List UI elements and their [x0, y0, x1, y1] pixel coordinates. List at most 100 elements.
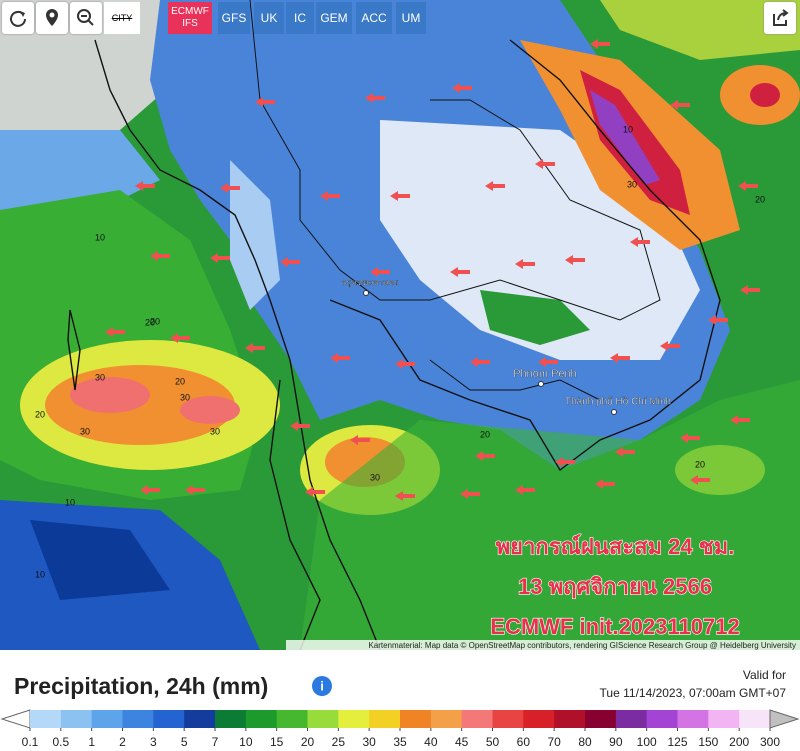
map-labels: กรุงเทพมหานคร Phnom Penh Thành phố Hồ Chí … — [35, 124, 765, 639]
wind-arrow — [395, 491, 415, 501]
wind-arrow — [738, 181, 758, 191]
model-button[interactable]: GFS — [218, 2, 250, 34]
location-button[interactable] — [36, 2, 68, 34]
contour-label: 30 — [180, 392, 190, 402]
city-toggle[interactable]: CITY — [104, 2, 140, 34]
scale-tick-label: 80 — [578, 735, 592, 749]
scale-segment — [184, 710, 216, 728]
scale-segment — [60, 710, 93, 728]
contour-label: 30 — [370, 472, 380, 482]
model-button[interactable]: ACC — [356, 2, 392, 34]
wind-arrow — [595, 479, 615, 489]
scale-tick-label: 2 — [119, 735, 126, 749]
contour-label: 20 — [145, 317, 155, 327]
scale-tick-label: 300 — [760, 735, 780, 749]
scale-segment — [554, 710, 586, 728]
scale-tick-label: 35 — [393, 735, 407, 749]
model-button[interactable]: ECMWF IFS — [168, 2, 212, 34]
zoom-button[interactable] — [70, 2, 102, 34]
contour-label: 20 — [480, 429, 490, 439]
wind-arrow — [565, 255, 585, 265]
contour-label: 10 — [35, 569, 45, 579]
place-dot — [611, 409, 617, 415]
contour-label: 30 — [210, 426, 220, 436]
contour-label: 20 — [755, 194, 765, 204]
scale-arrow-low — [0, 709, 31, 729]
wind-arrow — [185, 485, 205, 495]
wind-arrow — [350, 435, 370, 445]
place-label: Thành phố Hồ Chí Minh — [565, 396, 671, 408]
scale-tick-label: 40 — [424, 735, 438, 749]
info-icon[interactable] — [312, 676, 332, 696]
scale-segment — [646, 710, 678, 728]
scale-tick-label: 5 — [181, 735, 188, 749]
wind-arrow — [280, 257, 300, 267]
scale-tick-label: 100 — [637, 735, 657, 749]
scale-segment — [739, 710, 771, 728]
scale-segment — [30, 710, 62, 728]
wind-arrow — [220, 183, 240, 193]
wind-arrow — [615, 447, 635, 457]
share-button[interactable] — [764, 2, 796, 34]
wind-arrow — [590, 39, 610, 49]
scale-tick-label: 200 — [729, 735, 749, 749]
rain-red — [180, 396, 240, 424]
scale-segment — [708, 710, 740, 728]
scale-tick-label: 125 — [667, 735, 687, 749]
place-dot — [363, 290, 369, 296]
scale-tick-label: 0.1 — [22, 735, 39, 749]
scale-segment — [585, 710, 617, 728]
rain-red — [750, 83, 780, 107]
contour-label: 10 — [65, 497, 75, 507]
legend: Precipitation, 24h (mm) i Valid for Tue … — [0, 668, 800, 749]
wind-arrow — [740, 285, 760, 295]
color-scale: 0.1 0.5 1 2 3 5 7 10 15 20 25 30 35 40 45 50 60 70 80 90 100… — [0, 709, 800, 749]
wind-arrow — [660, 341, 680, 351]
model-button[interactable]: UM — [396, 2, 426, 34]
wind-arrow — [515, 485, 535, 495]
scale-tick-label: 10 — [239, 735, 253, 749]
forecast-caption: พยากรณ์ฝนสะสม 24 ชม. — [496, 534, 735, 559]
wind-arrow — [690, 475, 710, 485]
scale-segment — [338, 710, 370, 728]
wind-arrow — [555, 457, 575, 467]
legend-title: Precipitation, 24h (mm) — [14, 673, 268, 699]
model-button[interactable]: GEM — [316, 2, 352, 34]
scale-tick-label: 50 — [486, 735, 500, 749]
wind-arrow — [305, 487, 325, 497]
scale-tick-label: 45 — [455, 735, 469, 749]
scale-segment — [461, 710, 493, 728]
scale-tick-label: 70 — [547, 735, 561, 749]
scale-segment — [615, 710, 648, 728]
valid-time: Tue 11/14/2023, 07:00am GMT+07 — [600, 686, 787, 700]
wind-arrow — [135, 181, 155, 191]
scale-tick-label: 60 — [517, 735, 531, 749]
scale-segment — [677, 710, 709, 728]
forecast-caption: 13 พฤศจิกายน 2566 — [518, 574, 712, 599]
wind-arrow — [450, 267, 470, 277]
wind-arrow — [515, 259, 535, 269]
wind-arrow — [670, 100, 690, 110]
wind-arrow — [150, 251, 170, 261]
wind-arrow — [708, 315, 728, 325]
coastline — [94, 39, 381, 650]
rain-navy — [30, 520, 170, 600]
wind-arrow — [395, 359, 415, 369]
wind-arrows — [105, 39, 760, 501]
coastline — [329, 39, 721, 472]
rain-green — [300, 380, 800, 650]
coastline — [269, 379, 321, 650]
scale-tick-label: 1 — [88, 735, 95, 749]
refresh-button[interactable] — [2, 2, 34, 34]
map: กรุงเทพมหานคร Phnom Penh Thành phố Hồ Chí … — [0, 0, 800, 650]
wind-arrow — [255, 97, 275, 107]
rain-red — [70, 377, 150, 413]
model-button[interactable]: IC — [286, 2, 314, 34]
scale-tick-label: 150 — [698, 735, 718, 749]
contour-label: 10 — [95, 232, 105, 242]
wind-arrow — [330, 353, 350, 363]
contour-label: 20 — [695, 459, 705, 469]
island — [67, 309, 81, 391]
model-button[interactable]: UK — [254, 2, 284, 34]
